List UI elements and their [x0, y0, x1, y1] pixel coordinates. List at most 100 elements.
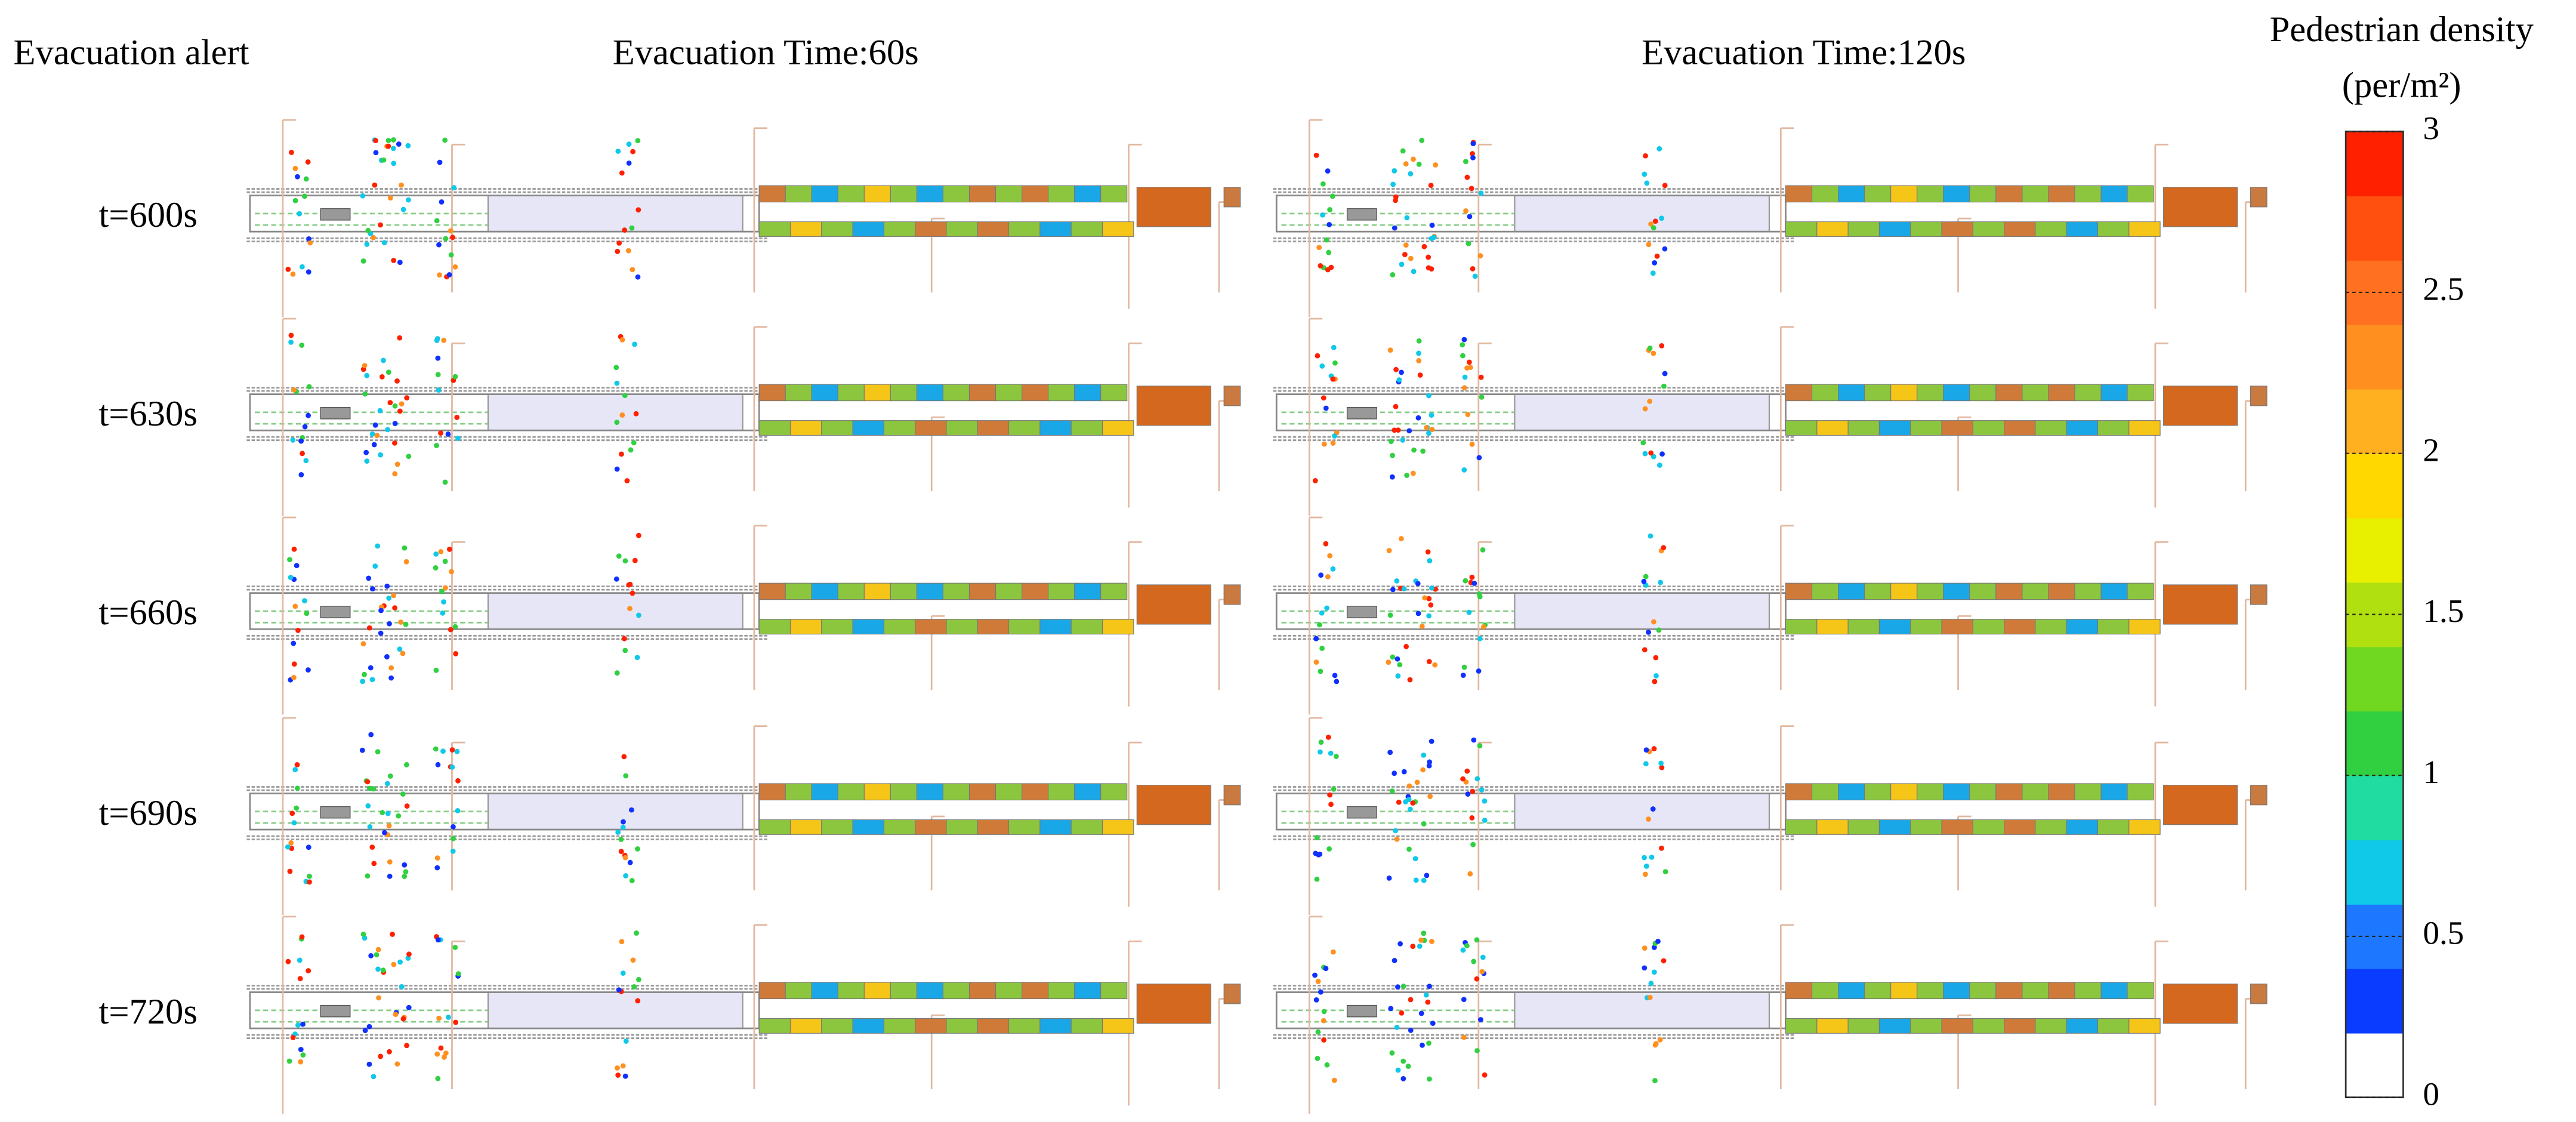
corridor	[249, 991, 760, 1029]
stair	[282, 916, 296, 1114]
pedestrian	[1387, 347, 1393, 353]
zone	[1864, 582, 1892, 600]
corridor	[1275, 991, 1787, 1029]
zone	[811, 384, 838, 402]
pedestrian	[1429, 738, 1434, 744]
zone	[1785, 1018, 1818, 1034]
pedestrian	[307, 240, 313, 246]
zone	[1941, 619, 1973, 635]
zone	[1941, 420, 1973, 436]
zone	[1223, 984, 1241, 1004]
pedestrian	[621, 819, 626, 825]
train	[320, 406, 351, 420]
zone	[2127, 982, 2154, 1000]
pedestrian	[1647, 994, 1653, 1000]
pedestrian	[299, 934, 305, 940]
pedestrian	[1315, 979, 1321, 984]
zone	[2163, 584, 2238, 625]
pedestrian	[1648, 221, 1654, 227]
pedestrian	[392, 403, 398, 409]
pedestrian	[1388, 1006, 1394, 1012]
zone	[1943, 582, 1970, 600]
zone	[977, 221, 1010, 237]
zone	[1917, 384, 1944, 402]
pedestrian	[1421, 821, 1427, 827]
pedestrian	[291, 640, 297, 646]
pedestrian	[630, 149, 636, 155]
pedestrian	[371, 1074, 377, 1080]
zone	[1136, 187, 1211, 227]
pedestrian	[446, 272, 452, 278]
zone	[1039, 619, 1072, 635]
pedestrian	[1312, 972, 1318, 978]
pedestrian	[448, 228, 454, 234]
zone	[1943, 185, 1970, 203]
row-label: t=660s	[99, 593, 198, 633]
stair	[282, 318, 296, 516]
map	[1273, 119, 2268, 318]
zone	[1847, 221, 1880, 237]
pedestrian	[368, 732, 374, 738]
pedestrian	[1400, 1076, 1406, 1081]
pedestrian	[1651, 454, 1656, 460]
zone	[1812, 582, 1839, 600]
pedestrian	[615, 1065, 620, 1071]
pedestrian	[452, 624, 458, 630]
pedestrian	[1323, 966, 1329, 972]
zone	[1022, 384, 1049, 402]
pedestrian	[298, 438, 304, 444]
pedestrian	[1413, 877, 1419, 883]
pedestrian	[434, 337, 440, 343]
zone	[1136, 785, 1211, 825]
colorbar-step	[2346, 196, 2404, 261]
pedestrian	[1461, 997, 1467, 1003]
zone	[883, 819, 916, 835]
zone	[915, 619, 947, 635]
pedestrian	[1415, 581, 1421, 587]
pedestrian	[1428, 602, 1434, 608]
pedestrian	[455, 778, 461, 784]
pedestrian	[1476, 455, 1482, 461]
pedestrian	[619, 939, 625, 945]
pedestrian	[1429, 412, 1434, 418]
zone	[2128, 1018, 2161, 1034]
pedestrian	[359, 747, 365, 753]
zone	[2128, 221, 2161, 237]
platform	[1514, 393, 1770, 431]
map	[246, 119, 1241, 318]
pedestrian	[294, 563, 300, 569]
zone	[2066, 420, 2099, 436]
pedestrian	[391, 961, 397, 967]
zone	[1847, 1018, 1880, 1034]
zone	[1102, 819, 1134, 835]
zone	[758, 185, 786, 203]
zone	[789, 1018, 822, 1034]
pedestrian	[362, 1028, 368, 1033]
pedestrian	[297, 976, 303, 982]
zone	[2163, 785, 2238, 825]
pedestrian	[289, 149, 294, 155]
pedestrian	[289, 810, 295, 816]
corridor	[1275, 592, 1787, 630]
zone	[2035, 221, 2067, 237]
pedestrian	[1319, 645, 1325, 651]
pedestrian	[1313, 636, 1319, 642]
colorbar-step	[2346, 968, 2404, 1034]
pedestrian	[360, 932, 366, 937]
pedestrian	[369, 844, 375, 850]
pedestrian	[1652, 679, 1658, 685]
pedestrian	[435, 372, 441, 378]
corridor	[249, 393, 760, 431]
zone	[852, 819, 884, 835]
colorbar-tick-label: 3	[2423, 110, 2440, 146]
colorbar-unit: (per/m²)	[2342, 66, 2461, 106]
pedestrian	[1326, 249, 1332, 255]
pedestrian	[385, 810, 391, 816]
zone	[915, 221, 947, 237]
pedestrian	[1662, 183, 1668, 189]
zone	[1136, 584, 1211, 625]
pedestrian	[1419, 137, 1425, 143]
zone	[2250, 386, 2268, 406]
pedestrian	[630, 957, 636, 963]
stair	[451, 940, 465, 1089]
